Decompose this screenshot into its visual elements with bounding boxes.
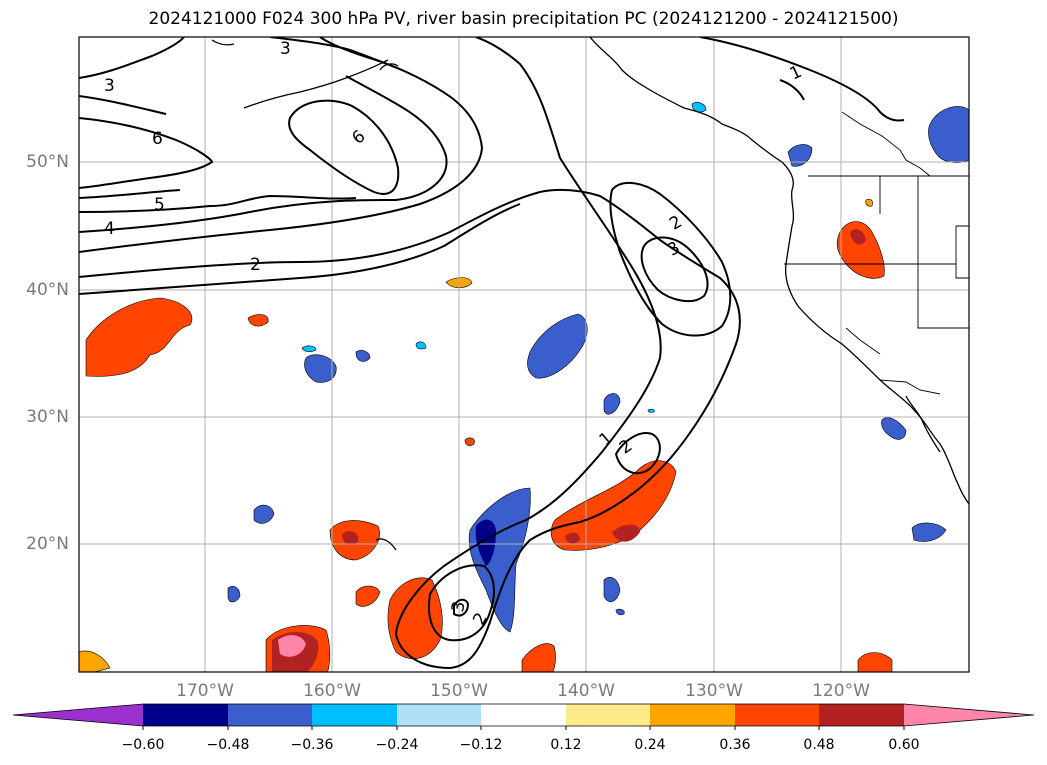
lon-label-140w: 140°W	[557, 681, 615, 701]
colorbar-tick-label: −0.12	[459, 737, 503, 753]
colorbar-tick-label: −0.24	[375, 737, 419, 753]
colorbar-tick-label: 0.48	[803, 737, 835, 753]
colorbar-bin	[650, 704, 735, 726]
colorbar-tick-label: 0.60	[888, 737, 920, 753]
contour-label: 3	[104, 76, 115, 96]
colorbar-extend-max	[904, 704, 1034, 726]
lat-label-20n: 20°N	[26, 534, 69, 554]
contour-label: 3	[448, 600, 470, 614]
colorbar-tick-label: 0.36	[719, 737, 751, 753]
colorbar-bin	[819, 704, 904, 726]
contour-label: 6	[152, 129, 163, 149]
contour-label: 4	[104, 219, 115, 239]
colorbar-bin	[312, 704, 397, 726]
colorbar-bin	[566, 704, 650, 726]
contour-label: 3	[280, 39, 291, 59]
precip-positive-fields	[79, 198, 893, 672]
colorbar-bin	[397, 704, 481, 726]
contour-label: 5	[154, 195, 165, 215]
graticule	[79, 37, 969, 672]
coastlines	[211, 37, 969, 551]
colorbar-bin	[143, 704, 228, 726]
pv-contours	[79, 37, 905, 670]
lon-label-160w: 160°W	[303, 681, 361, 701]
lat-label-30n: 30°N	[26, 407, 69, 427]
colorbar	[12, 703, 1035, 730]
lon-label-120w: 120°W	[812, 681, 870, 701]
contour-label: 2	[250, 255, 261, 275]
lat-label-50n: 50°N	[26, 152, 69, 172]
colorbar-bin	[735, 704, 819, 726]
lat-label-40n: 40°N	[26, 280, 69, 300]
colorbar-tick-label: −0.36	[290, 737, 334, 753]
colorbar-bin	[228, 704, 312, 726]
colorbar-tick-label: 0.12	[550, 737, 582, 753]
colorbar-bin	[481, 704, 566, 726]
colorbar-extend-min	[13, 704, 143, 726]
precip-negative-fields	[227, 102, 969, 633]
colorbar-tick-label: 0.24	[634, 737, 666, 753]
colorbar-tick-label: −0.60	[121, 737, 165, 753]
lon-label-170w: 170°W	[176, 681, 234, 701]
lon-label-150w: 150°W	[430, 681, 488, 701]
political-borders	[784, 111, 969, 395]
lon-label-130w: 130°W	[685, 681, 743, 701]
colorbar-tick-label: −0.48	[206, 737, 250, 753]
map-plot-area	[79, 37, 969, 672]
map-title: 2024121000 F024 300 hPa PV, river basin …	[148, 9, 899, 29]
map-frame	[78, 36, 970, 673]
